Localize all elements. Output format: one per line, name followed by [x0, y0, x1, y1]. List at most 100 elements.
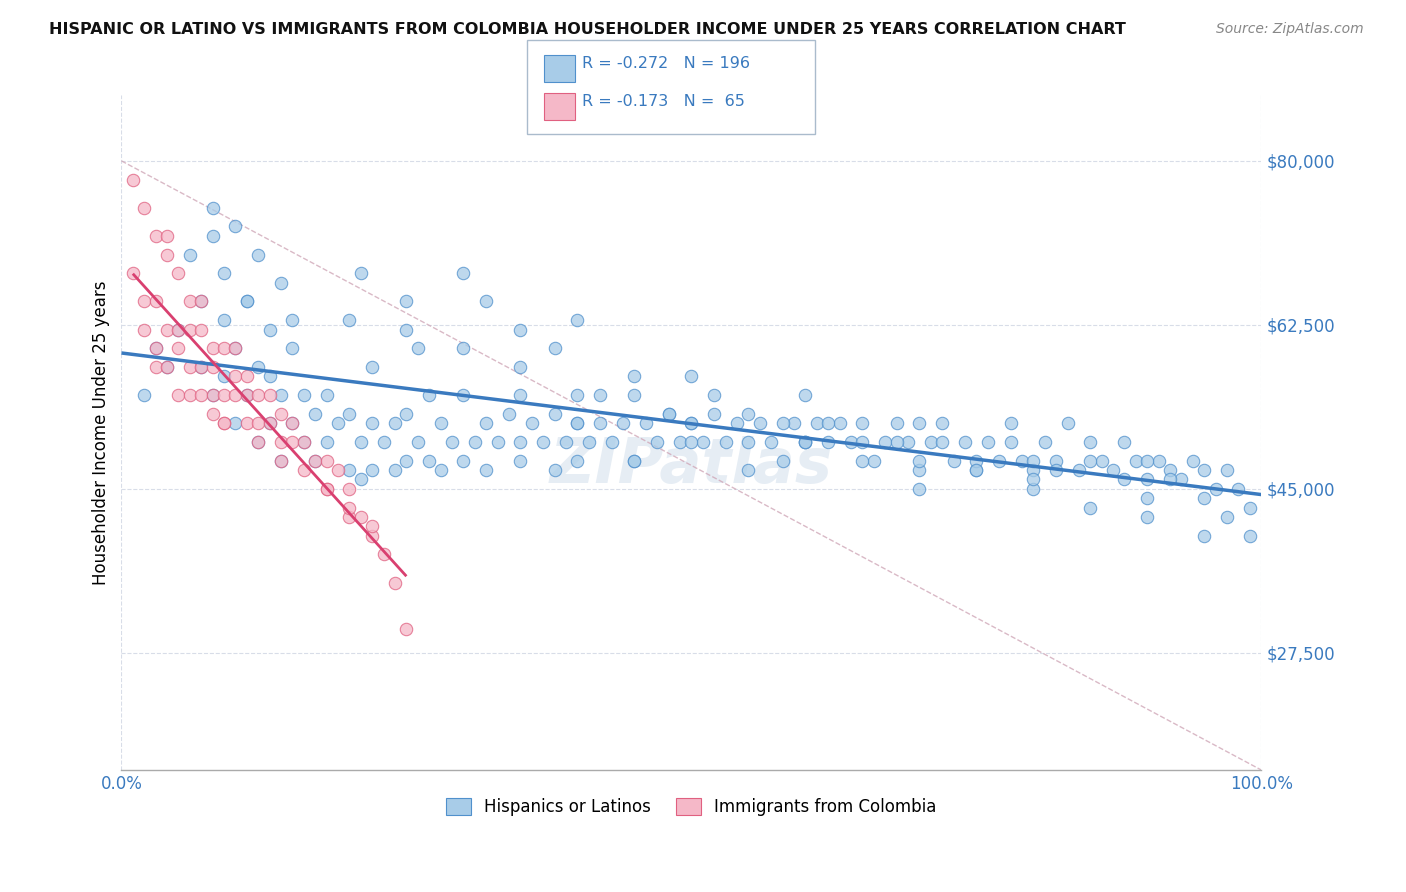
Point — [236, 388, 259, 402]
Point — [1205, 482, 1227, 496]
Point — [304, 454, 326, 468]
Point — [1216, 510, 1239, 524]
Point — [931, 435, 953, 450]
Point — [315, 482, 337, 496]
Point — [1136, 491, 1159, 506]
Point — [645, 435, 668, 450]
Point — [794, 435, 817, 450]
Point — [339, 510, 361, 524]
Point — [339, 500, 361, 515]
Point — [623, 369, 645, 384]
Point — [395, 454, 418, 468]
Point — [965, 454, 987, 468]
Point — [908, 482, 931, 496]
Point — [612, 417, 634, 431]
Point — [1022, 482, 1045, 496]
Text: R = -0.272   N = 196: R = -0.272 N = 196 — [582, 56, 749, 71]
Point — [350, 266, 373, 280]
Point — [259, 322, 281, 336]
Point — [201, 359, 224, 374]
Point — [281, 313, 304, 327]
Point — [236, 388, 259, 402]
Point — [224, 341, 246, 355]
Point — [134, 294, 156, 309]
Point — [350, 510, 373, 524]
Point — [190, 388, 212, 402]
Point — [418, 388, 440, 402]
Point — [179, 359, 201, 374]
Point — [247, 359, 270, 374]
Point — [589, 417, 612, 431]
Point — [543, 463, 565, 477]
Point — [794, 388, 817, 402]
Point — [658, 407, 681, 421]
Point — [1056, 417, 1078, 431]
Point — [806, 417, 828, 431]
Point — [270, 454, 292, 468]
Point — [817, 435, 839, 450]
Point — [1159, 463, 1181, 477]
Point — [292, 463, 315, 477]
Text: Source: ZipAtlas.com: Source: ZipAtlas.com — [1216, 22, 1364, 37]
Point — [361, 359, 384, 374]
Point — [167, 322, 190, 336]
Point — [567, 388, 589, 402]
Point — [520, 417, 543, 431]
Point — [406, 435, 429, 450]
Point — [156, 322, 179, 336]
Point — [1216, 463, 1239, 477]
Point — [212, 417, 235, 431]
Point — [1159, 473, 1181, 487]
Point — [737, 463, 759, 477]
Point — [543, 407, 565, 421]
Point — [1136, 454, 1159, 468]
Point — [190, 294, 212, 309]
Point — [167, 322, 190, 336]
Point — [145, 341, 167, 355]
Point — [292, 435, 315, 450]
Point — [326, 463, 349, 477]
Point — [384, 463, 406, 477]
Point — [224, 219, 246, 234]
Point — [886, 417, 908, 431]
Point — [965, 463, 987, 477]
Point — [281, 435, 304, 450]
Point — [623, 454, 645, 468]
Point — [953, 435, 976, 450]
Point — [1136, 510, 1159, 524]
Point — [315, 388, 337, 402]
Point — [486, 435, 509, 450]
Point — [759, 435, 782, 450]
Point — [908, 417, 931, 431]
Point — [1114, 473, 1136, 487]
Point — [681, 435, 703, 450]
Point — [509, 388, 531, 402]
Point — [224, 341, 246, 355]
Point — [862, 454, 884, 468]
Point — [339, 407, 361, 421]
Point — [134, 322, 156, 336]
Point — [1067, 463, 1090, 477]
Point — [270, 388, 292, 402]
Point — [464, 435, 486, 450]
Point — [145, 341, 167, 355]
Point — [259, 417, 281, 431]
Point — [236, 417, 259, 431]
Point — [794, 435, 817, 450]
Point — [1045, 454, 1067, 468]
Point — [259, 417, 281, 431]
Point — [748, 417, 770, 431]
Point — [259, 388, 281, 402]
Point — [1181, 454, 1204, 468]
Point — [373, 435, 395, 450]
Point — [315, 435, 337, 450]
Point — [156, 228, 179, 243]
Point — [681, 417, 703, 431]
Point — [703, 388, 725, 402]
Point — [1022, 473, 1045, 487]
Point — [247, 435, 270, 450]
Point — [634, 417, 657, 431]
Point — [190, 322, 212, 336]
Point — [224, 417, 246, 431]
Point — [1078, 454, 1101, 468]
